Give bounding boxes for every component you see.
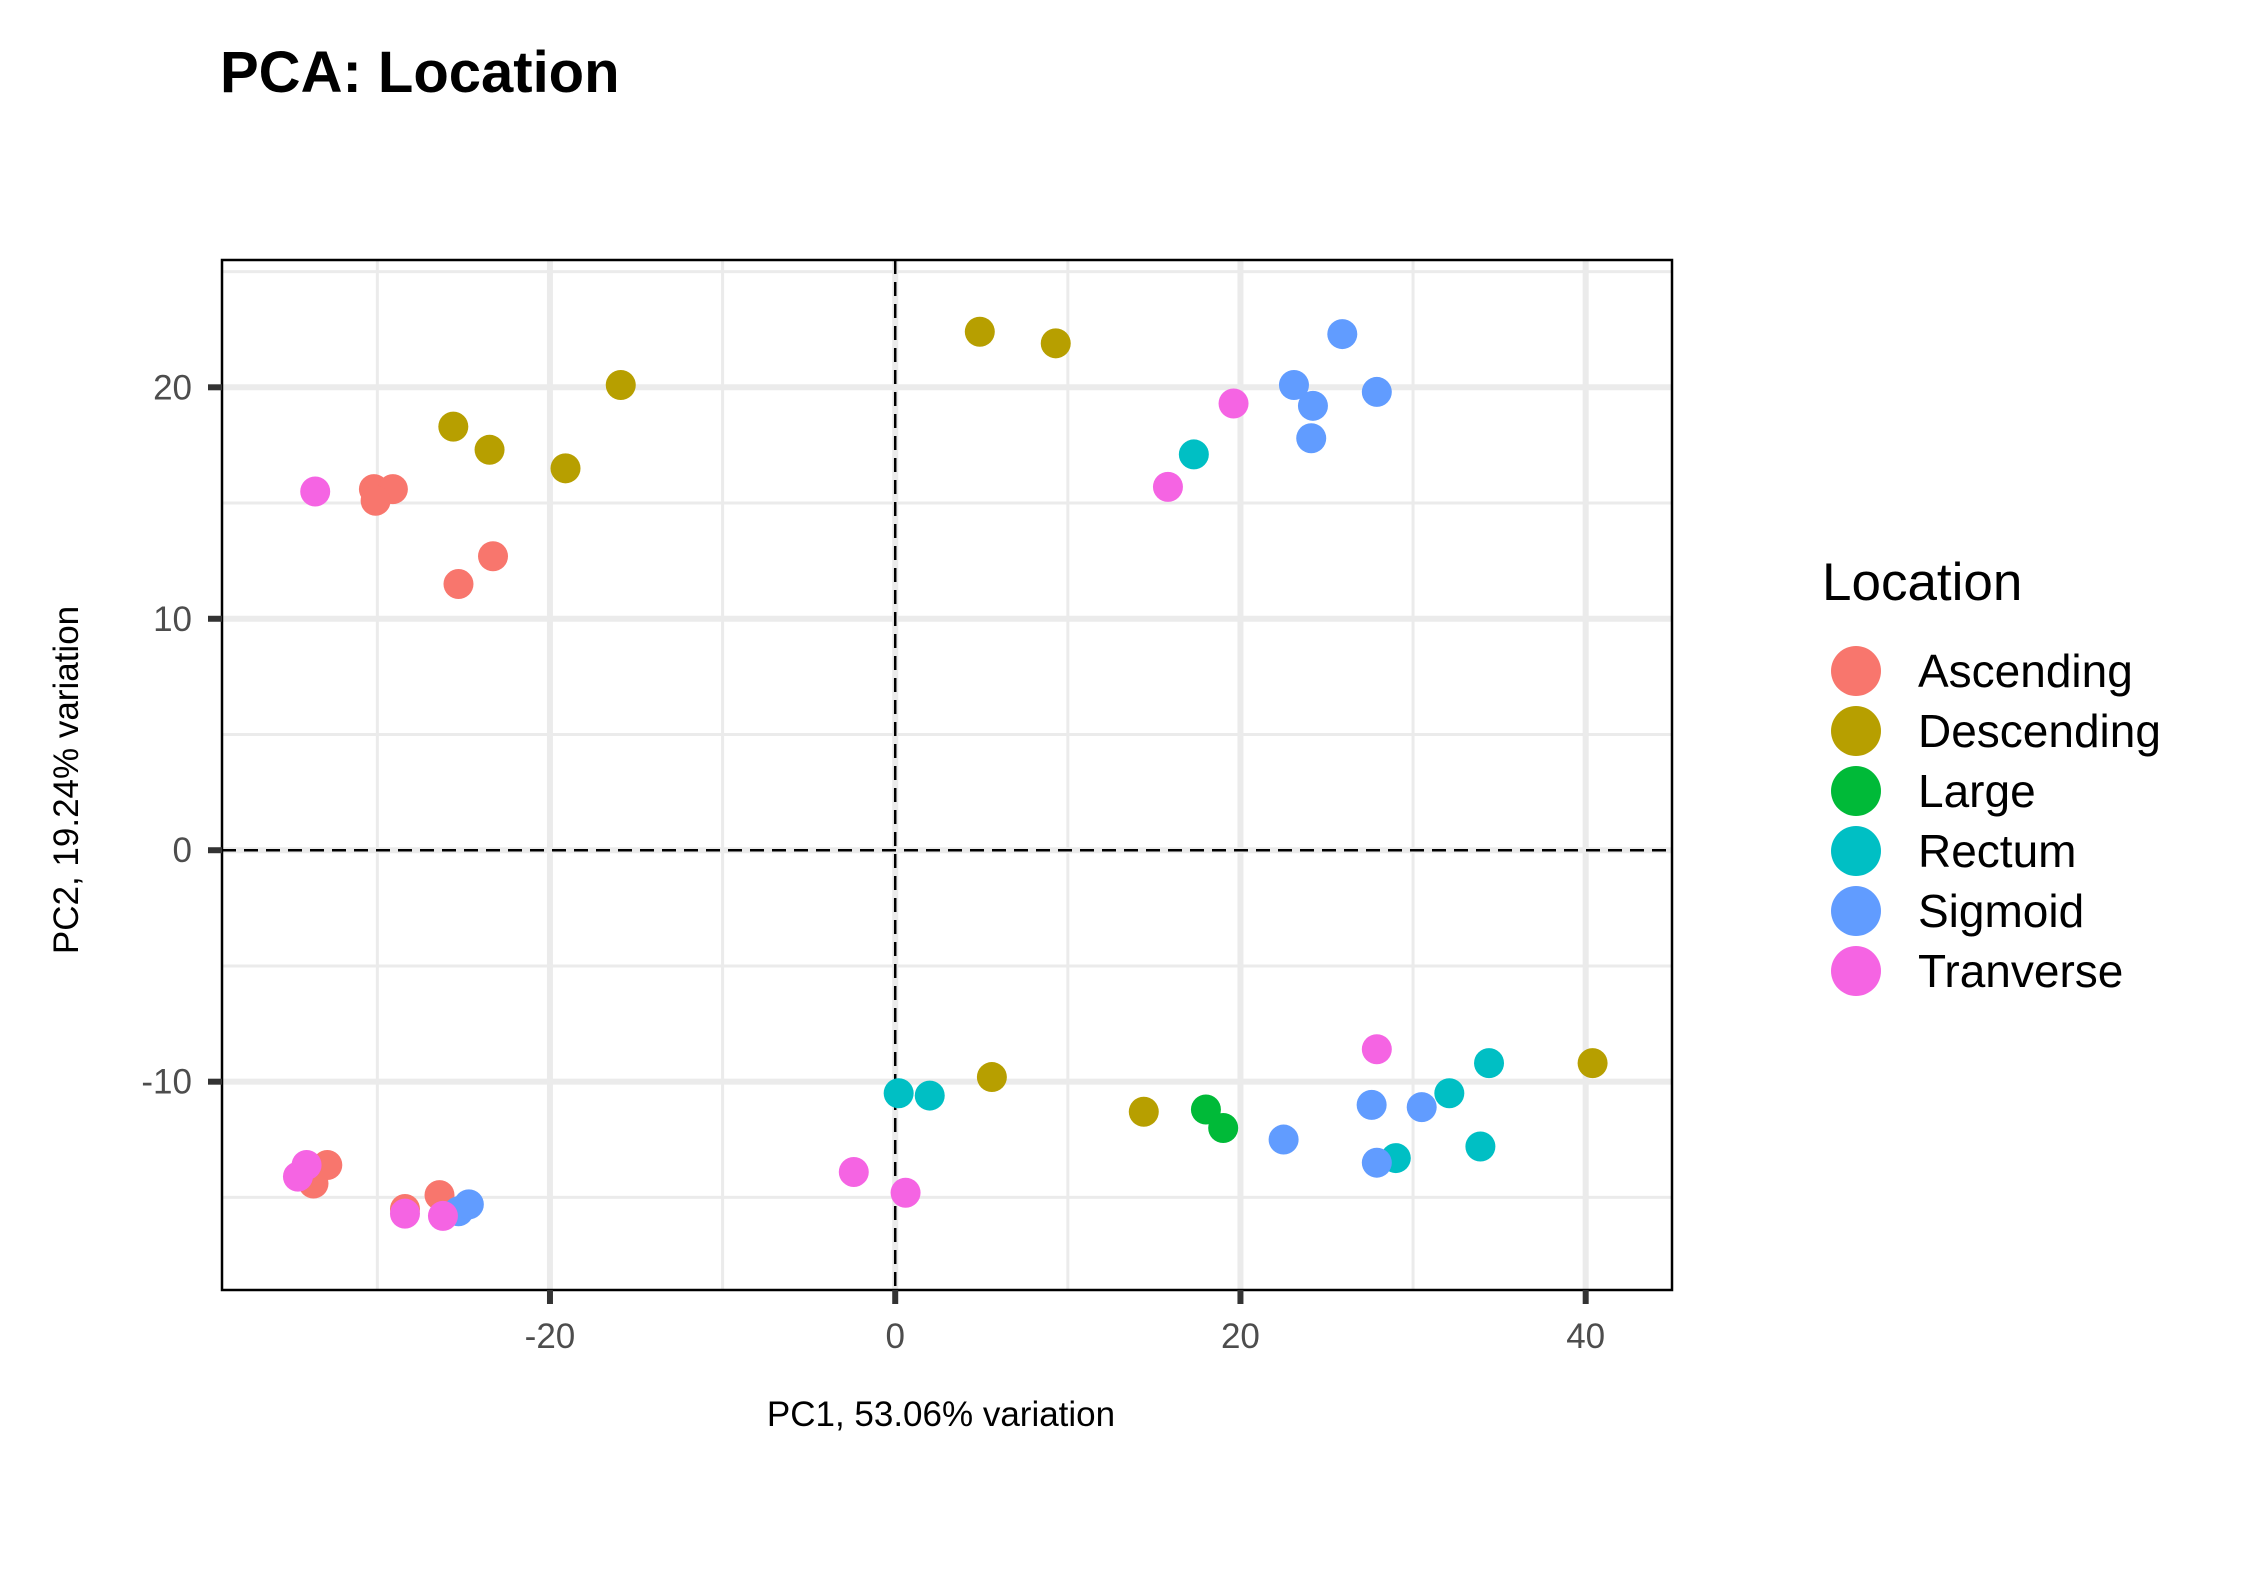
x-tick-label: 40 [1566,1317,1605,1356]
data-point-rectum [883,1078,914,1109]
legend-label-rectum: Rectum [1918,825,2076,877]
data-point-sigmoid [1361,1147,1392,1178]
data-point-sigmoid [1297,390,1328,421]
data-point-sigmoid [1327,319,1358,350]
legend-label-descending: Descending [1918,705,2161,757]
legend-key-ascending [1831,646,1881,696]
legend-key-tranverse [1831,946,1881,996]
data-point-ascending [443,569,474,600]
data-point-tranverse [838,1156,869,1187]
data-point-descending [1577,1048,1608,1079]
data-points [282,316,1608,1231]
data-point-tranverse [1361,1034,1392,1065]
legend-label-large: Large [1918,765,2036,817]
data-point-large [1208,1112,1239,1143]
data-point-rectum [1434,1078,1465,1109]
data-point-rectum [1465,1131,1496,1162]
data-point-rectum [1474,1048,1505,1079]
data-point-tranverse [1152,471,1183,502]
data-point-descending [1128,1096,1159,1127]
x-tick-label: 20 [1221,1317,1260,1356]
x-tick-label: 0 [885,1317,904,1356]
data-point-ascending [478,541,509,572]
data-point-rectum [1178,439,1209,470]
y-tick-label: 20 [153,368,192,407]
data-point-descending [550,453,581,484]
panel-border [220,258,1674,1292]
data-point-sigmoid [1361,376,1392,407]
data-point-sigmoid [453,1189,484,1220]
data-point-tranverse [890,1177,921,1208]
y-tick-label: 0 [173,831,192,870]
legend-key-large [1831,766,1881,816]
legend-key-descending [1831,706,1881,756]
data-point-descending [976,1062,1007,1093]
grid-minor [222,260,1672,1290]
x-axis-title: PC1, 53.06% variation [767,1395,1115,1434]
y-axis-title: PC2, 19.24% variation [47,606,86,954]
y-tick-label: 10 [153,600,192,639]
legend-title: Location [1822,553,2022,612]
data-point-tranverse [282,1161,313,1192]
data-point-descending [605,369,636,400]
data-point-tranverse [389,1198,420,1229]
data-point-sigmoid [1268,1124,1299,1155]
data-point-tranverse [427,1200,458,1231]
chart-title: PCA: Location [220,40,620,105]
data-point-sigmoid [1296,423,1327,454]
y-tick-label: -10 [141,1063,192,1102]
legend-label-tranverse: Tranverse [1918,945,2123,997]
legend-key-sigmoid [1831,886,1881,936]
legend-label-ascending: Ascending [1918,645,2133,697]
data-point-rectum [914,1080,945,1111]
data-point-sigmoid [1406,1092,1437,1123]
data-point-tranverse [300,476,331,507]
x-axis-ticks: -20 0 20 40 [525,1290,1605,1356]
data-point-descending [438,411,469,442]
data-point-tranverse [1218,388,1249,419]
data-point-sigmoid [1278,369,1309,400]
data-point-descending [1040,328,1071,359]
data-point-ascending [360,485,391,516]
data-point-descending [964,316,995,347]
legend: Location Ascending Descending Large Rectum S… [1822,553,2161,997]
legend-key-rectum [1831,826,1881,876]
data-point-sigmoid [1356,1089,1387,1120]
y-axis-ticks: -10 0 10 20 [141,368,222,1102]
x-tick-label: -20 [525,1317,576,1356]
reference-lines [222,260,1672,1290]
data-point-descending [474,434,505,465]
legend-label-sigmoid: Sigmoid [1918,885,2084,937]
